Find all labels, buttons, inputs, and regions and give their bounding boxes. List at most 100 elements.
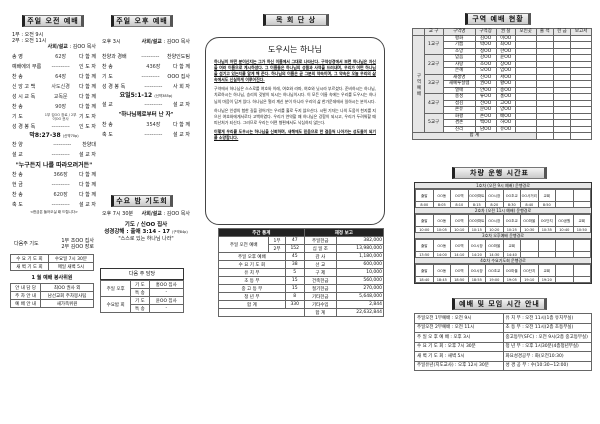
table-cell: 성 경 공 부 : 수(10:30~12:00)	[502, 360, 592, 371]
pastoral-title: 도우시는 하나님	[267, 45, 323, 54]
table-cell: 중 고 등 부	[218, 284, 286, 293]
table-cell	[552, 132, 572, 140]
table-cell: 초 등 부	[218, 276, 286, 285]
order-cell: 설 교 자	[173, 101, 190, 108]
table-cell: 교회	[537, 264, 556, 277]
order-cell: 설 교 자	[79, 151, 96, 158]
table-row: 수 요 기 도 회 38 선 교 600,000	[218, 260, 385, 269]
table-cell: 10:25	[502, 226, 521, 233]
wednesday-prayer: 기도 / 신OO 집사	[124, 222, 168, 228]
table-cell: 황OO	[495, 80, 516, 88]
order-cell: ----------	[51, 151, 70, 158]
wednesday-header: 수요 밤 기도회	[111, 195, 173, 207]
schedule-header: 예배 및 모임 시간 안내	[452, 298, 547, 310]
morning-worship: 1부 : 오전 9시 2부 : 오전 11시 사회/설교 : 김OO 목사 송 영…	[12, 32, 96, 214]
table-cell: 13:50	[415, 251, 434, 258]
table-cell: 구 제	[303, 268, 337, 277]
table-cell: 청 년 부 : 오후 1시30분(4층청년부실)	[502, 341, 592, 352]
table-cell: 절기헌금	[303, 284, 337, 293]
table-cell: 홍OO	[495, 93, 516, 101]
scripture: 막8:27-38 (신약70p)	[29, 132, 79, 139]
table-cell	[520, 251, 539, 258]
table-row: 주 일 오 후 예 배 : 오후 3시 중고등부(SFC) : 오전 9시(2층 …	[414, 332, 592, 343]
pastoral-paragraph: 구약에서 하나님은 스스로를 여호와 이레, 여호와 라파, 여호와 닛시라 부…	[214, 86, 376, 104]
attendance-title: 주간 통계	[218, 228, 305, 237]
pastoral-paragraph: 하나님이 어떤 분이신지는 그가 하신 이름에서 그대로 나타난다. 구약성경에…	[214, 59, 376, 83]
table-cell: 14:10	[450, 251, 469, 258]
time-1: 1부 : 오전 9시	[12, 32, 44, 38]
table-cell: 허OO	[495, 119, 516, 127]
wednesday-reading: 성경강해 : 출애 3:14 - 17 (구약84p)	[104, 229, 188, 235]
table-cell	[535, 132, 554, 140]
table-cell: 주일 오전 예배	[217, 236, 270, 253]
table-cell: OO시장	[485, 189, 504, 202]
order-cell: 다 함 께	[79, 93, 96, 100]
table-row: 특 송-	[101, 304, 185, 313]
table-cell: 14:00	[432, 251, 451, 258]
table-cell: OO동	[432, 189, 451, 202]
table-cell: OO시장	[485, 214, 504, 227]
table-cell: 특 송	[130, 304, 150, 313]
table-cell: OO초교	[502, 189, 521, 202]
order-row: 찬 송 90장 다 함 께	[12, 102, 96, 112]
route-table: 출발 OO동 OO역 OO아파트 OO시장 OO초교 OO사거리 교회 8:00 8:05 8:10…	[415, 189, 591, 208]
order-row: 예배에의 부름 ---------- 인 도 자	[12, 62, 96, 72]
table-cell	[520, 239, 539, 252]
table-row: 은혜 오OO 임OO	[413, 67, 592, 75]
table-cell: 주 일 오 후 예 배 : 오후 3시	[414, 332, 504, 343]
table-cell: 장OO	[495, 60, 516, 68]
route-name: 2호차 (오전 11시 예배) 운행경로	[415, 208, 591, 214]
table-cell: 10:15	[467, 226, 486, 233]
table-row: 4교구 충성 류OO 홍OO	[413, 93, 592, 114]
table-cell: 주일오전 2부예배 : 오전 11시	[414, 322, 504, 333]
table-cell: 8:40	[520, 201, 539, 208]
next-prayer-label: 다음주 기도	[14, 241, 39, 247]
table-row: 주일유년(지도교사) : 오후 12시 30분 성 경 공 부 : 수(10:30…	[414, 360, 592, 371]
pastoral-box: 도우시는 하나님 하나님이 어떤 분이신지는 그가 하신 이름에서 그대로 나타…	[205, 37, 385, 225]
order-cell: 찬 송	[12, 103, 23, 110]
table-row: 예 배 안 내 새가족위원	[9, 299, 94, 308]
table-cell	[555, 264, 574, 277]
order-row: 성 경 봉 독 ---------- 사 회 자	[102, 82, 190, 92]
table-row: 10:00 10:05 10:10 10:15 10:20 10:25 10:30 10:35…	[415, 226, 591, 233]
table-row: 소망 정OO 한OO	[413, 47, 592, 55]
table-cell: 섬김	[442, 99, 476, 107]
table-cell: 은혜	[442, 67, 476, 75]
table-cell: 수요일 7시 30분	[47, 254, 95, 263]
table-cell: 유 치 부 : 오전 11시(1층 유치부실)	[502, 313, 592, 324]
table-cell: 새예루살렘	[442, 80, 476, 88]
table-row: 수 요 기 도 회 : 오후 7시 30분 청 년 부 : 오후 1시30분(4층…	[414, 341, 592, 352]
table-row: 수 요 기 도 회 수요일 7시 30분	[10, 254, 95, 263]
table-cell: 10:00	[415, 226, 434, 233]
table-cell: 8:00	[415, 201, 434, 208]
table-row: 주일 오후 예배 45 감 사 1,180,000	[218, 252, 385, 261]
wednesday-sermon: "스스로 있는 하나님 나라"	[118, 236, 174, 242]
order-cell: ----------	[51, 63, 70, 70]
order-cell: 축 도	[102, 131, 113, 138]
order-cell: 366장	[53, 171, 68, 178]
table-cell: OO역	[450, 264, 469, 277]
table-cell: 최OO 권사 외	[40, 283, 94, 292]
order-row: 찬 송 436장 다 함 께	[102, 62, 190, 72]
table-cell: OO단지	[520, 264, 539, 277]
order-row: 기 도 1부 김OO 장로 / 2부 이OO 권사 기 도 자	[12, 112, 96, 122]
table-cell: OO마을	[485, 239, 504, 252]
table-cell: 합 계	[218, 300, 286, 309]
table-cell: 주 차 안 내	[9, 291, 42, 300]
order-cell: 설 교 자	[173, 131, 190, 138]
order-cell: 기 도	[102, 73, 113, 80]
order-cell: 축 도	[12, 201, 23, 208]
leader: 김OO 목사	[166, 211, 190, 217]
table-cell: 5교구	[423, 112, 444, 133]
order-cell: 설 교	[102, 101, 113, 108]
table-cell: 2부	[268, 244, 286, 253]
table-cell: 기타수입	[303, 300, 337, 309]
table-cell: 배OO	[495, 112, 516, 120]
cell-header: 구역 예배 현황	[465, 13, 531, 25]
table-cell: OO역	[450, 239, 469, 252]
table-cell: 10:10	[450, 226, 469, 233]
table-cell: 특 송	[130, 288, 150, 297]
scripture: 요일5:1-12 (신약385p)	[119, 92, 173, 99]
